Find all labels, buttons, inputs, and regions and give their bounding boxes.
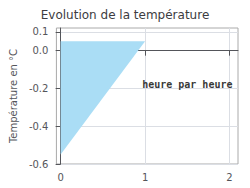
- svg-text:2: 2: [226, 172, 232, 183]
- svg-text:-0.6: -0.6: [29, 159, 49, 170]
- svg-text:0.1: 0.1: [33, 26, 49, 37]
- svg-text:-0.4: -0.4: [29, 121, 49, 132]
- svg-text:Evolution de la température: Evolution de la température: [41, 8, 210, 22]
- svg-text:0: 0: [57, 172, 63, 183]
- svg-text:heure par heure: heure par heure: [142, 79, 232, 90]
- svg-text:1: 1: [142, 172, 148, 183]
- svg-text:0.0: 0.0: [33, 45, 49, 56]
- svg-text:-0.2: -0.2: [29, 83, 49, 94]
- svg-text:Température en °C: Température en °C: [8, 49, 19, 144]
